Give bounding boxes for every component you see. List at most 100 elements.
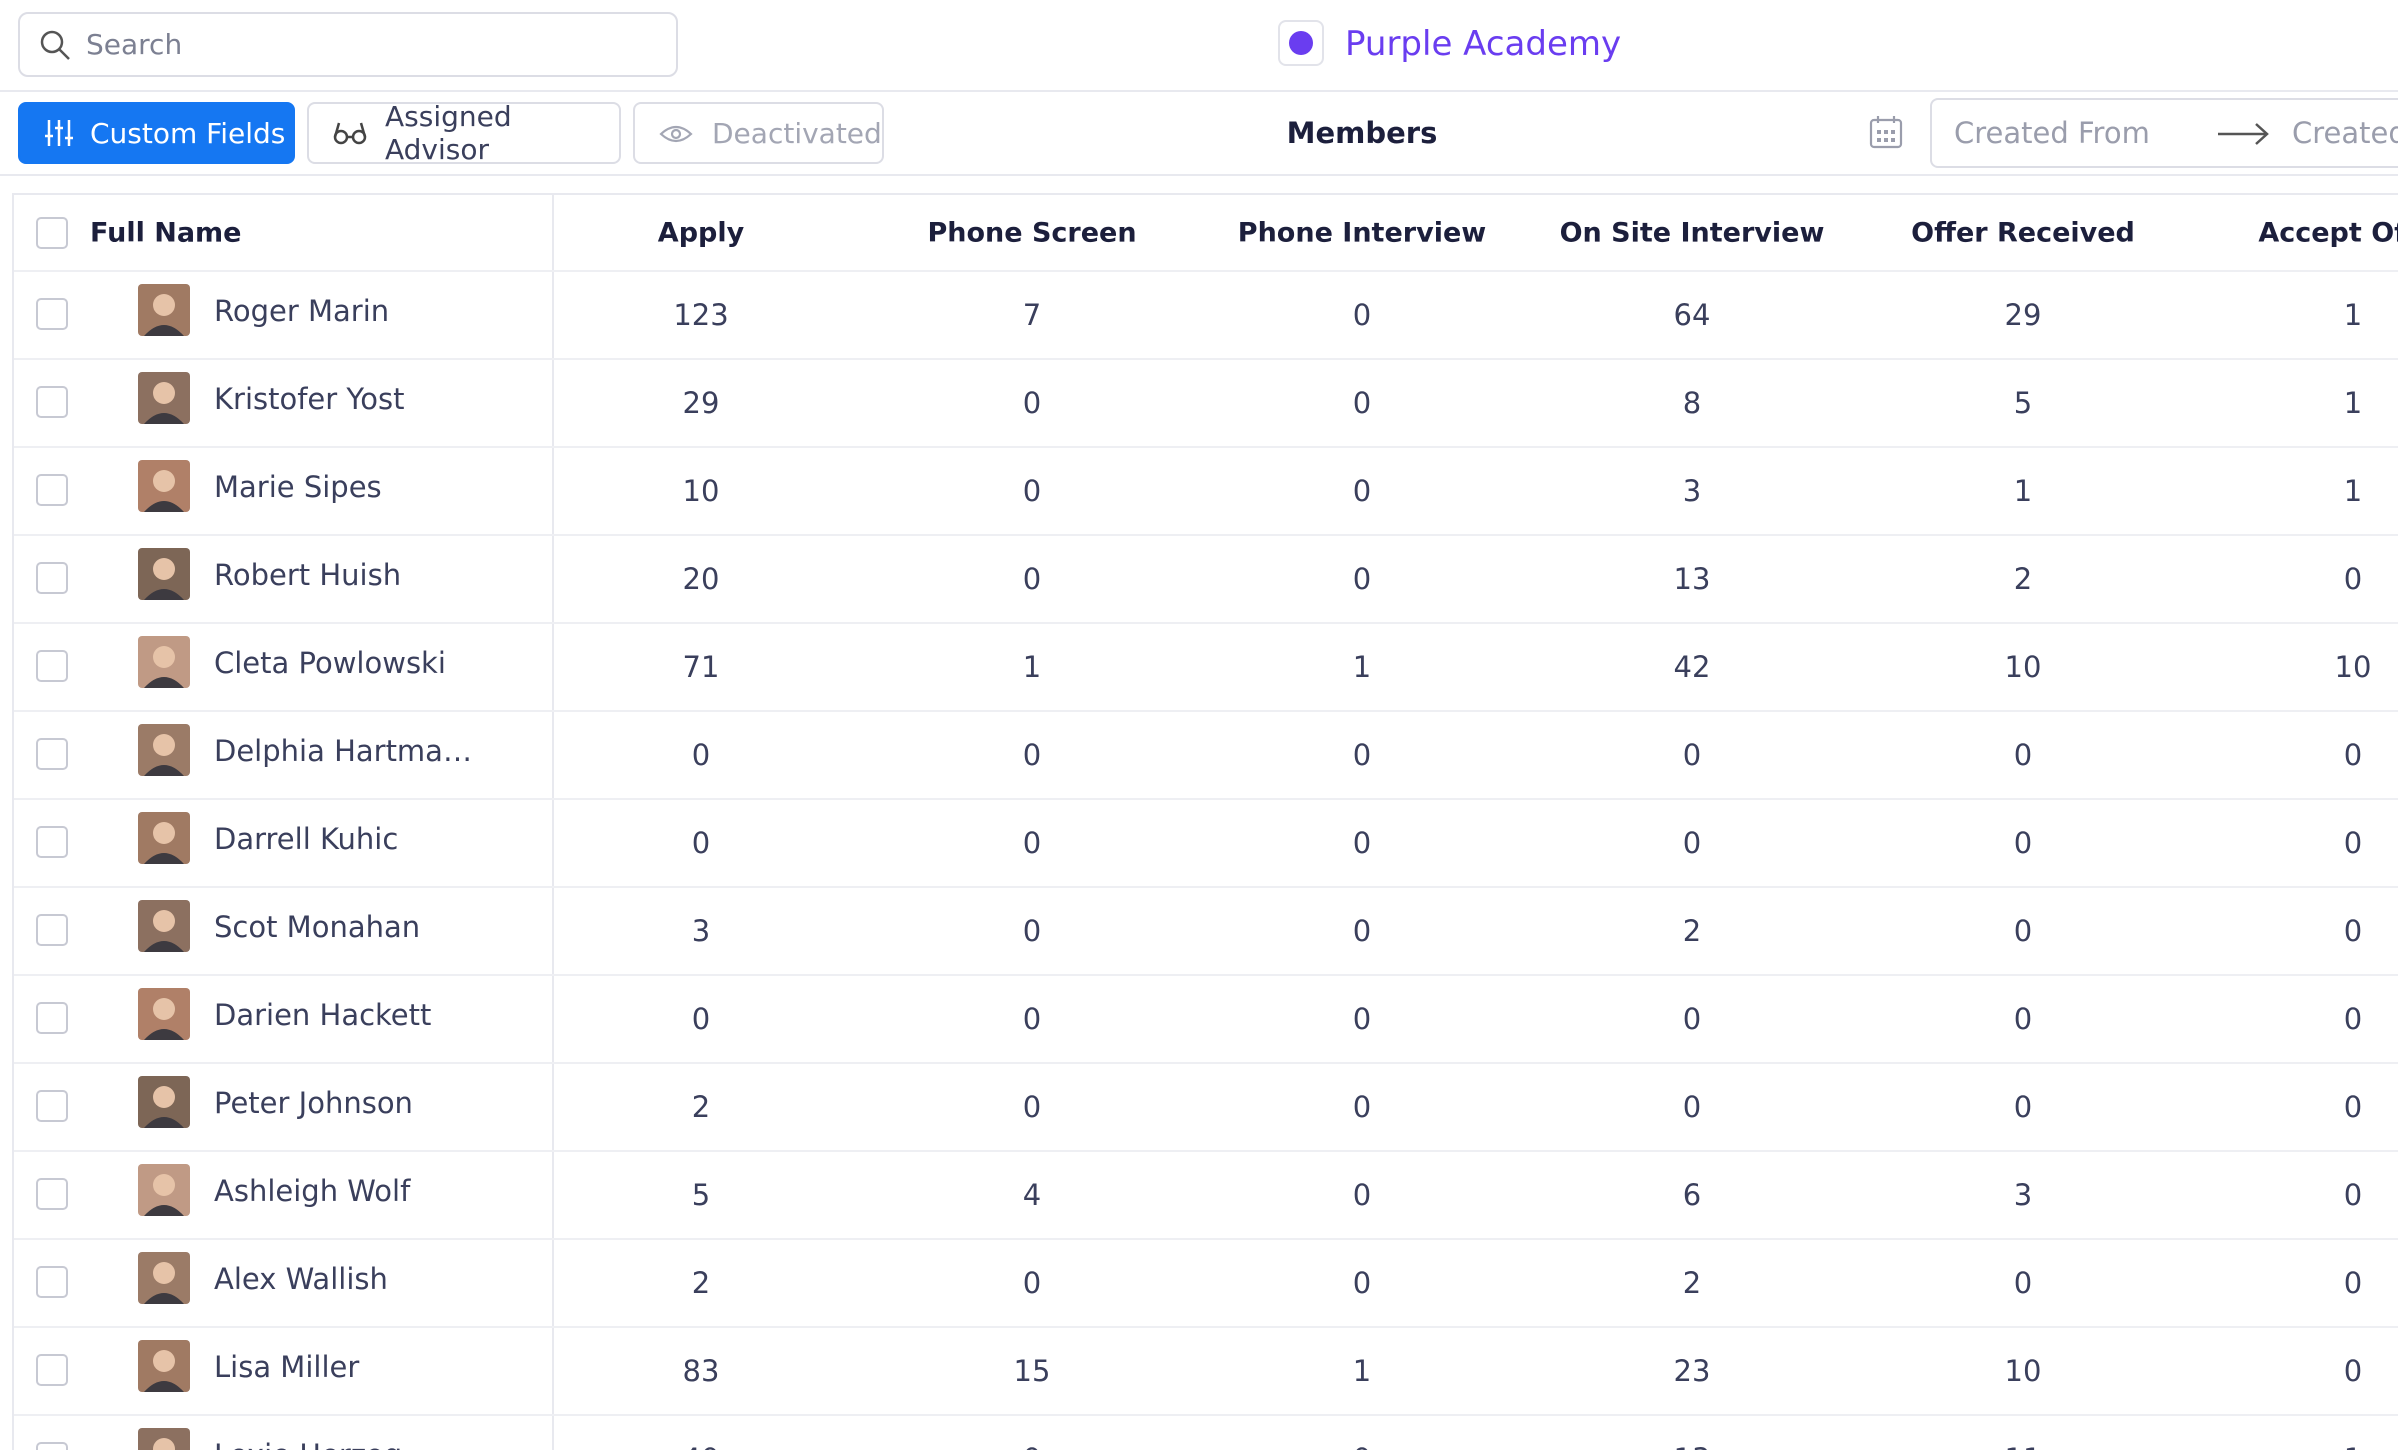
row-checkbox[interactable] bbox=[36, 1090, 68, 1122]
stage-count: 0 bbox=[1682, 738, 1702, 772]
stage-count: 6 bbox=[1682, 1178, 1702, 1212]
stage-count: 0 bbox=[1682, 826, 1702, 860]
row-divider bbox=[14, 886, 2398, 888]
row-checkbox[interactable] bbox=[36, 914, 68, 946]
stage-count: 0 bbox=[2013, 738, 2033, 772]
stage-count: 0 bbox=[1022, 914, 1042, 948]
avatar-face bbox=[144, 998, 184, 1040]
stage-count: 7 bbox=[1022, 298, 1042, 332]
stage-count: 0 bbox=[1682, 1090, 1702, 1124]
member-name: Darien Hackett bbox=[214, 998, 432, 1032]
stage-count: 0 bbox=[691, 738, 711, 772]
avatar bbox=[138, 548, 190, 600]
row-checkbox[interactable] bbox=[36, 1266, 68, 1298]
row-divider bbox=[14, 798, 2398, 800]
stage-count: 0 bbox=[1022, 474, 1042, 508]
select-all-checkbox[interactable] bbox=[36, 216, 68, 249]
avatar-face bbox=[144, 294, 184, 336]
avatar-face bbox=[153, 1438, 175, 1450]
calendar-icon[interactable] bbox=[1868, 114, 1904, 150]
stage-count: 0 bbox=[1022, 1002, 1042, 1036]
divider bbox=[0, 174, 2398, 176]
avatar bbox=[138, 724, 190, 776]
stage-count: 4 bbox=[1022, 1178, 1042, 1212]
stage-count: 1 bbox=[2343, 298, 2363, 332]
date-range[interactable]: Created From Created To bbox=[1930, 98, 2398, 168]
glasses-icon bbox=[333, 122, 367, 145]
stage-count: 10 bbox=[2334, 650, 2372, 684]
member-name: Scot Monahan bbox=[214, 910, 421, 944]
column-header: Phone Interview bbox=[1237, 217, 1487, 248]
search-box[interactable]: Search bbox=[18, 12, 678, 77]
stage-count: 71 bbox=[682, 650, 720, 684]
row-checkbox[interactable] bbox=[36, 1178, 68, 1210]
row-checkbox[interactable] bbox=[36, 738, 68, 770]
avatar-face bbox=[144, 646, 184, 688]
stage-count: 1 bbox=[1022, 650, 1042, 684]
avatar-face bbox=[144, 382, 184, 424]
row-checkbox[interactable] bbox=[36, 826, 68, 858]
button-label: Custom Fields bbox=[90, 116, 286, 150]
divider bbox=[0, 90, 2398, 92]
avatar-face bbox=[144, 1350, 184, 1392]
stage-count: 0 bbox=[691, 1002, 711, 1036]
stage-count: 10 bbox=[682, 474, 720, 508]
stage-count: 0 bbox=[2343, 1090, 2363, 1124]
avatar bbox=[138, 1428, 190, 1450]
stage-count: 5 bbox=[691, 1178, 711, 1212]
avatar-face bbox=[144, 1086, 184, 1128]
stage-count: 0 bbox=[2343, 562, 2363, 596]
button-label: Assigned Advisor bbox=[385, 100, 512, 166]
avatar-face bbox=[144, 558, 184, 600]
stage-count: 0 bbox=[2343, 1178, 2363, 1212]
stage-count: 1 bbox=[2013, 474, 2033, 508]
stage-count: 123 bbox=[673, 298, 729, 332]
stage-count: 0 bbox=[1352, 1002, 1372, 1036]
member-name: Alex Wallish bbox=[214, 1262, 388, 1296]
stage-count: 0 bbox=[1022, 386, 1042, 420]
member-name: Lexie Herzog bbox=[214, 1438, 402, 1450]
stage-count: 2 bbox=[1682, 914, 1702, 948]
row-checkbox[interactable] bbox=[36, 562, 68, 594]
row-checkbox[interactable] bbox=[36, 298, 68, 330]
row-checkbox[interactable] bbox=[36, 1442, 68, 1450]
row-checkbox[interactable] bbox=[36, 1002, 68, 1034]
stage-count: 20 bbox=[682, 562, 720, 596]
eye-icon bbox=[659, 125, 693, 143]
custom-fields-button[interactable]: Custom Fields bbox=[18, 102, 295, 164]
member-name: Peter Johnson bbox=[214, 1086, 413, 1120]
stage-count: 10 bbox=[2004, 650, 2042, 684]
stage-count: 42 bbox=[1673, 650, 1711, 684]
stage-count: 0 bbox=[1022, 738, 1042, 772]
stage-count: 0 bbox=[2013, 826, 2033, 860]
stage-count: 3 bbox=[691, 914, 711, 948]
avatar bbox=[138, 284, 190, 336]
row-checkbox[interactable] bbox=[36, 474, 68, 506]
avatar-face bbox=[144, 910, 184, 952]
stage-count: 0 bbox=[1022, 1090, 1042, 1124]
row-checkbox[interactable] bbox=[36, 1354, 68, 1386]
stage-count: 0 bbox=[1352, 914, 1372, 948]
row-divider bbox=[14, 1062, 2398, 1064]
row-divider bbox=[14, 622, 2398, 624]
deactivated-button[interactable]: Deactivated bbox=[633, 102, 884, 164]
stage-count: 83 bbox=[682, 1354, 720, 1388]
avatar bbox=[138, 1340, 190, 1392]
stage-count: 1 bbox=[2344, 1442, 2362, 1450]
avatar bbox=[138, 372, 190, 424]
assigned-advisor-button[interactable]: Assigned Advisor bbox=[307, 100, 621, 166]
column-header: Full Name bbox=[90, 217, 242, 248]
row-divider bbox=[14, 1150, 2398, 1152]
stage-count: 64 bbox=[1673, 298, 1711, 332]
stage-count: 0 bbox=[1352, 738, 1372, 772]
stage-count: 23 bbox=[1673, 1354, 1711, 1388]
column-header: Accept Offer bbox=[2258, 217, 2398, 248]
stage-count: 29 bbox=[2004, 298, 2042, 332]
stage-count: 10 bbox=[2004, 1354, 2042, 1388]
row-checkbox[interactable] bbox=[36, 650, 68, 682]
stage-count: 0 bbox=[1023, 1442, 1041, 1450]
stage-count: 1 bbox=[1352, 1354, 1372, 1388]
date-from: Created From bbox=[1954, 116, 2150, 150]
stage-count: 0 bbox=[2343, 1354, 2363, 1388]
row-checkbox[interactable] bbox=[36, 386, 68, 418]
